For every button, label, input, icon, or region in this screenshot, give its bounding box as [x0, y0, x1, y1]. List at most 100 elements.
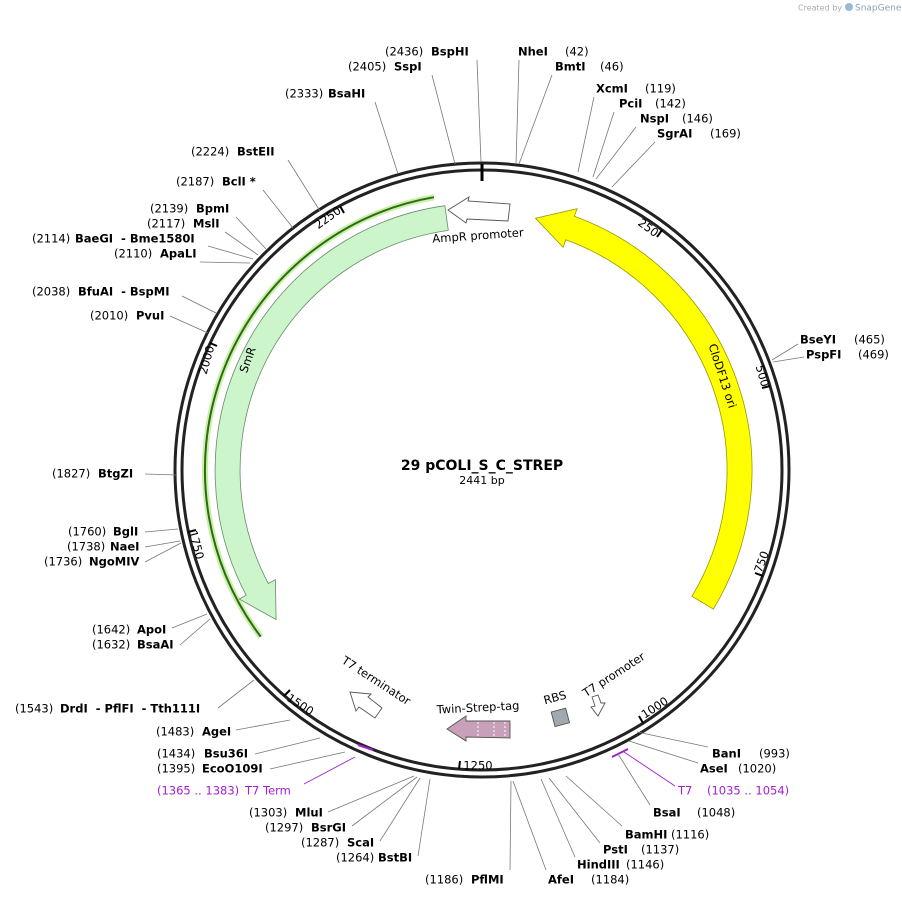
backbone-outer — [173, 161, 791, 779]
site-leader — [518, 74, 553, 165]
site-position: (1297) — [265, 821, 303, 835]
ori-arrow — [534, 208, 753, 610]
enzyme-name: BsrGI — [311, 821, 346, 835]
enzyme-name: BtgZI — [98, 467, 133, 481]
smr-strand — [203, 196, 435, 638]
site-leader — [144, 540, 181, 548]
credit: Created by — [798, 4, 842, 13]
feature-label: T7 terminator — [338, 653, 413, 709]
site-leader — [224, 231, 259, 256]
enzyme-name: BglI — [113, 525, 138, 539]
plasmid-name: 29 pCOLI_S_C_STREP — [401, 458, 563, 474]
site-leader — [287, 159, 321, 212]
site-position: (1642) — [92, 623, 130, 637]
site-position: (1020) — [738, 762, 776, 776]
ruler-tick — [283, 689, 291, 697]
enzyme-name: PvuI — [136, 309, 164, 323]
site-leader — [565, 775, 623, 827]
enzyme-name: BfuAI - BspMI — [78, 285, 169, 299]
site-leader — [476, 59, 482, 163]
ruler-tick — [656, 229, 663, 238]
site-leader — [431, 74, 456, 165]
enzyme-name: BclI * — [222, 175, 256, 189]
enzyme-name: BmtI — [555, 60, 586, 74]
site-leader — [374, 101, 399, 175]
site-position: (1048) — [697, 806, 735, 820]
plasmid-length: 2441 bp — [459, 474, 504, 487]
site-leader — [577, 96, 595, 173]
enzyme-name: NspI — [640, 112, 669, 126]
site-position: (2187) — [176, 175, 214, 189]
primer-name: T7 Term — [244, 784, 291, 798]
site-position: (169) — [710, 127, 741, 141]
enzyme-name: SspI — [394, 60, 422, 74]
site-position: (2224) — [191, 145, 229, 159]
enzyme-name: BspHI — [431, 45, 469, 59]
enzyme-name: BsaAI — [137, 638, 174, 652]
brand: SnapGene — [855, 4, 902, 14]
site-position: (1186) — [425, 873, 463, 887]
site-leader — [351, 776, 418, 827]
enzyme-name: BamHI — [625, 828, 667, 842]
enzyme-name: MslI — [193, 217, 220, 231]
smr-arrow — [214, 205, 449, 621]
site-leader — [611, 141, 656, 188]
site-position: (146) — [682, 112, 713, 126]
enzyme-name: AseI — [700, 762, 728, 776]
enzyme-name: PstI — [603, 843, 628, 857]
site-leader — [269, 751, 346, 770]
ruler-label: 500 — [753, 363, 773, 388]
primer-range: (1365 .. 1383) — [157, 784, 239, 798]
site-position: (993) — [759, 747, 790, 761]
primer-name: T7 — [677, 784, 692, 798]
enzyme-name: BseYI — [800, 333, 836, 347]
site-position: (142) — [655, 97, 686, 111]
ruler-tick — [638, 715, 644, 724]
site-position: (2038) — [32, 285, 70, 299]
site-leader — [628, 740, 699, 764]
enzyme-name: BpmI — [196, 202, 229, 216]
enzyme-name: ApaLI — [160, 247, 197, 261]
site-leader — [181, 295, 217, 314]
enzyme-name: BstEII — [237, 145, 275, 159]
enzyme-name: NheI — [518, 45, 548, 59]
primer-leader — [623, 751, 676, 787]
site-leader — [548, 777, 601, 844]
enzyme-name: HindIII — [577, 858, 620, 872]
site-position: (1137) — [641, 843, 679, 857]
feature-label: AmpR promoter — [432, 225, 524, 245]
ruler-tick — [187, 529, 197, 533]
site-leader — [262, 189, 294, 229]
site-position: (46) — [600, 60, 624, 74]
site-leader — [199, 261, 251, 264]
ruler-label: 1750 — [186, 529, 207, 561]
primer-range: (1035 .. 1054) — [707, 784, 789, 798]
site-position: (1827) — [52, 467, 90, 481]
site-position: (1760) — [68, 525, 106, 539]
site-leader — [515, 59, 520, 165]
ruler-tick — [458, 760, 461, 770]
site-leader — [772, 356, 805, 363]
site-leader — [144, 473, 177, 476]
enzyme-name: AfeI — [548, 873, 574, 887]
enzyme-name: BanI — [712, 747, 741, 761]
site-leader — [327, 775, 415, 813]
site-leader — [217, 679, 255, 709]
t7-promoter-arrow — [590, 694, 606, 717]
primer-mark — [611, 748, 629, 758]
enzyme-name: MluI — [295, 806, 323, 820]
enzyme-name: Bsu36I — [204, 747, 248, 761]
site-position: (1303) — [249, 806, 287, 820]
site-position: (1738) — [67, 540, 105, 554]
enzyme-name: BsaI — [653, 806, 681, 820]
ruler-label: 1250 — [463, 759, 492, 773]
feature-label: Twin-Strep-tag — [435, 698, 519, 716]
enzyme-name: AgeI — [202, 725, 231, 739]
site-position: (2010) — [90, 309, 128, 323]
ruler-label: 1500 — [284, 691, 316, 719]
site-leader — [509, 780, 512, 871]
enzyme-name: PspFI — [806, 348, 841, 362]
enzyme-name: ApoI — [137, 623, 166, 637]
enzyme-name: EcoO109I — [202, 762, 263, 776]
